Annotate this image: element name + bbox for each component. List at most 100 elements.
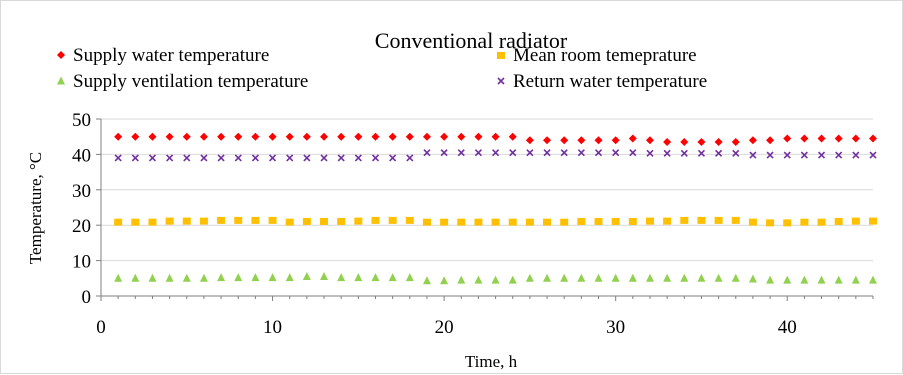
y-tick-label: 40 (72, 145, 91, 166)
data-point-series-1 (114, 132, 123, 141)
data-point-series-4 (303, 154, 311, 162)
legend-marker (497, 52, 505, 59)
data-point-series-4 (474, 149, 482, 157)
legend-label: Supply water temperature (73, 45, 269, 66)
data-point-series-3 (285, 273, 294, 282)
data-point-series-4 (286, 154, 294, 162)
data-point-series-1 (508, 132, 517, 141)
data-point-series-2 (680, 216, 689, 224)
data-point-series-3 (114, 273, 123, 282)
x-tick-label: 20 (435, 317, 454, 338)
data-point-series-4 (646, 149, 654, 157)
data-point-series-2 (748, 218, 757, 226)
data-point-series-3 (748, 274, 757, 283)
data-point-series-3 (337, 273, 346, 282)
x-tick-label: 0 (96, 317, 106, 338)
data-point-series-2 (251, 216, 260, 224)
data-point-series-1 (457, 132, 466, 141)
data-point-series-4 (663, 149, 671, 157)
data-point-series-3 (199, 273, 208, 282)
data-point-series-1 (371, 132, 380, 141)
data-point-series-2 (594, 217, 603, 225)
data-point-series-3 (560, 273, 569, 282)
data-point-series-4 (320, 154, 328, 162)
data-point-series-1 (251, 132, 260, 141)
data-point-series-1 (697, 138, 706, 147)
data-point-series-4 (543, 149, 551, 157)
data-point-series-2 (457, 218, 466, 226)
y-tick-label: 30 (72, 181, 91, 202)
data-point-series-3 (440, 276, 449, 285)
data-point-series-2 (405, 216, 414, 224)
data-point-series-1 (474, 132, 483, 141)
data-point-series-1 (748, 136, 757, 145)
data-point-series-4 (406, 154, 414, 162)
data-point-series-3 (766, 275, 775, 284)
data-point-series-2 (766, 219, 775, 227)
data-point-series-4 (560, 149, 568, 157)
data-point-series-3 (457, 275, 466, 284)
data-point-series-4 (766, 151, 774, 159)
data-point-series-3 (800, 275, 809, 284)
y-tick-label: 0 (82, 287, 92, 308)
data-point-series-1 (834, 134, 843, 143)
data-point-series-1 (182, 132, 191, 141)
legend-label: Supply ventilation temperature (73, 71, 308, 92)
data-point-series-4 (217, 154, 225, 162)
data-point-series-2 (320, 217, 329, 225)
data-point-series-3 (680, 273, 689, 282)
data-point-series-4 (166, 154, 174, 162)
data-point-series-1 (851, 134, 860, 143)
data-point-series-4 (800, 151, 808, 159)
data-point-series-2 (663, 217, 672, 225)
data-point-series-2 (199, 217, 208, 225)
legend-entry-2: Mean room temepratur​e (497, 45, 697, 66)
data-point-series-3 (354, 273, 363, 282)
data-point-series-3 (645, 273, 654, 282)
data-point-series-2 (217, 216, 226, 224)
data-point-series-3 (594, 273, 603, 282)
data-point-series-3 (405, 273, 414, 282)
data-point-series-1 (543, 136, 552, 145)
data-point-series-4 (492, 149, 500, 157)
data-point-series-2 (148, 218, 157, 226)
data-point-series-1 (577, 136, 586, 145)
data-point-series-4 (749, 151, 757, 159)
y-tick-label: 10 (72, 252, 91, 273)
data-point-series-2 (714, 216, 723, 224)
data-point-series-2 (165, 217, 174, 225)
data-point-series-2 (388, 216, 397, 224)
data-point-series-3 (474, 275, 483, 284)
data-point-series-2 (817, 218, 826, 226)
data-point-series-1 (817, 134, 826, 143)
data-point-series-2 (834, 217, 843, 225)
data-point-series-4 (183, 154, 191, 162)
data-point-series-1 (337, 132, 346, 141)
data-point-series-2 (508, 218, 517, 226)
x-axis-label: Time, h (465, 352, 518, 371)
data-point-series-2 (114, 218, 123, 226)
data-point-series-4 (526, 149, 534, 157)
data-point-series-2 (182, 217, 191, 225)
data-point-series-2 (869, 217, 877, 225)
data-point-series-1 (320, 132, 329, 141)
data-point-series-2 (440, 218, 449, 226)
legend-entry-3: Supply ventilation temperature (57, 71, 308, 92)
data-point-series-2 (731, 216, 740, 224)
data-point-series-2 (577, 217, 586, 225)
data-point-series-3 (268, 273, 277, 282)
data-point-series-2 (628, 217, 637, 225)
data-point-series-2 (491, 218, 500, 226)
data-point-series-1 (354, 132, 363, 141)
data-point-series-1 (199, 132, 208, 141)
data-point-series-1 (405, 132, 414, 141)
data-point-series-4 (852, 151, 860, 159)
data-point-series-4 (234, 154, 242, 162)
data-point-series-3 (131, 273, 140, 282)
data-point-series-4 (783, 151, 791, 159)
data-point-series-1 (388, 132, 397, 141)
data-point-series-1 (869, 134, 877, 143)
data-point-series-2 (422, 218, 431, 226)
data-point-series-2 (354, 217, 363, 225)
data-point-series-4 (371, 154, 380, 162)
